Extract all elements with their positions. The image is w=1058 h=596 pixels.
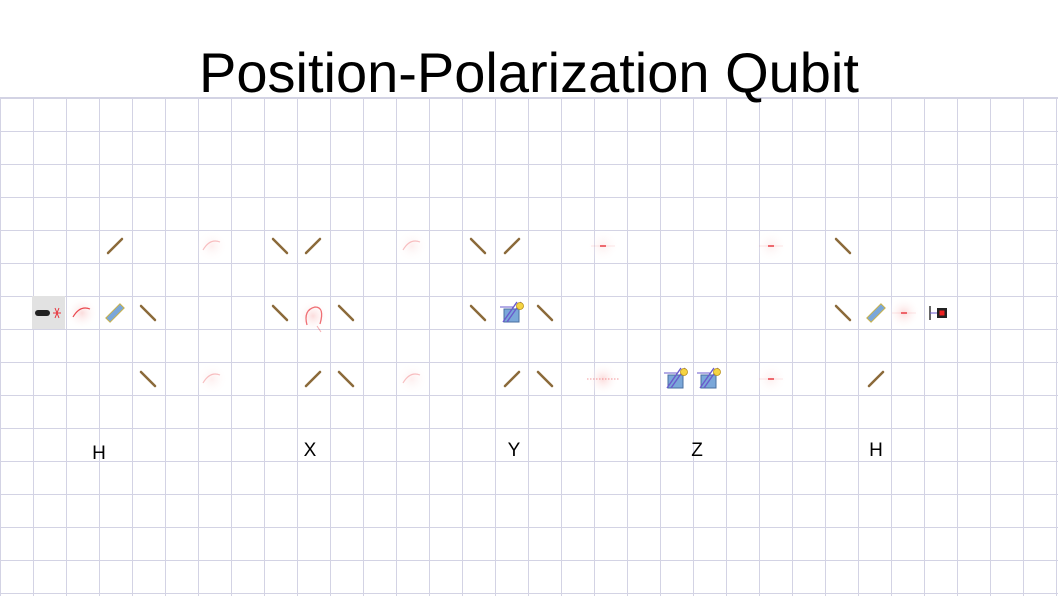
page-title: Position-Polarization Qubit xyxy=(199,41,859,104)
beam-glow-icon xyxy=(888,297,920,329)
gate-label-z: Z xyxy=(691,440,703,461)
beam-glow-icon xyxy=(755,363,787,395)
mirror-icon xyxy=(469,304,487,322)
gate-label-h-last: H xyxy=(869,440,883,461)
mirror-icon xyxy=(536,304,554,322)
beam-glow-icon xyxy=(396,363,428,395)
mirror-icon xyxy=(139,304,157,322)
mirror-icon xyxy=(503,370,521,388)
mirror-icon xyxy=(304,237,322,255)
phase-shifter-icon xyxy=(697,367,721,389)
mirror-icon xyxy=(536,370,554,388)
mirror-icon xyxy=(139,370,157,388)
phase-shifter-icon xyxy=(664,367,688,389)
gate-label-y: Y xyxy=(507,440,521,461)
mirror-icon xyxy=(834,304,852,322)
phase-shifter-icon xyxy=(500,301,524,323)
beam-glow-icon xyxy=(396,230,428,262)
beam-glow-icon xyxy=(587,363,619,395)
beam-glow-icon xyxy=(66,297,98,329)
mirror-icon xyxy=(834,237,852,255)
beam-glow-icon xyxy=(196,230,228,262)
laser-source-icon xyxy=(32,296,65,329)
optical-table-grid xyxy=(0,97,1058,596)
gate-label-x: X xyxy=(303,440,317,461)
mirror-icon xyxy=(503,237,521,255)
mirror-icon xyxy=(271,237,289,255)
beam-splitter-icon xyxy=(105,303,125,323)
mirror-icon xyxy=(304,370,322,388)
mirror-icon xyxy=(271,304,289,322)
gate-label-h-first: H xyxy=(92,443,106,464)
beam-splitter-icon xyxy=(866,303,886,323)
mirror-icon xyxy=(337,370,355,388)
beam-glow-icon xyxy=(587,230,619,262)
mirror-icon xyxy=(469,237,487,255)
mirror-icon xyxy=(106,237,124,255)
mirror-icon xyxy=(337,304,355,322)
beam-glow-icon xyxy=(297,300,329,333)
beam-glow-icon xyxy=(755,230,787,262)
detector-icon xyxy=(929,306,947,320)
mirror-icon xyxy=(867,370,885,388)
beam-glow-icon xyxy=(196,363,228,395)
